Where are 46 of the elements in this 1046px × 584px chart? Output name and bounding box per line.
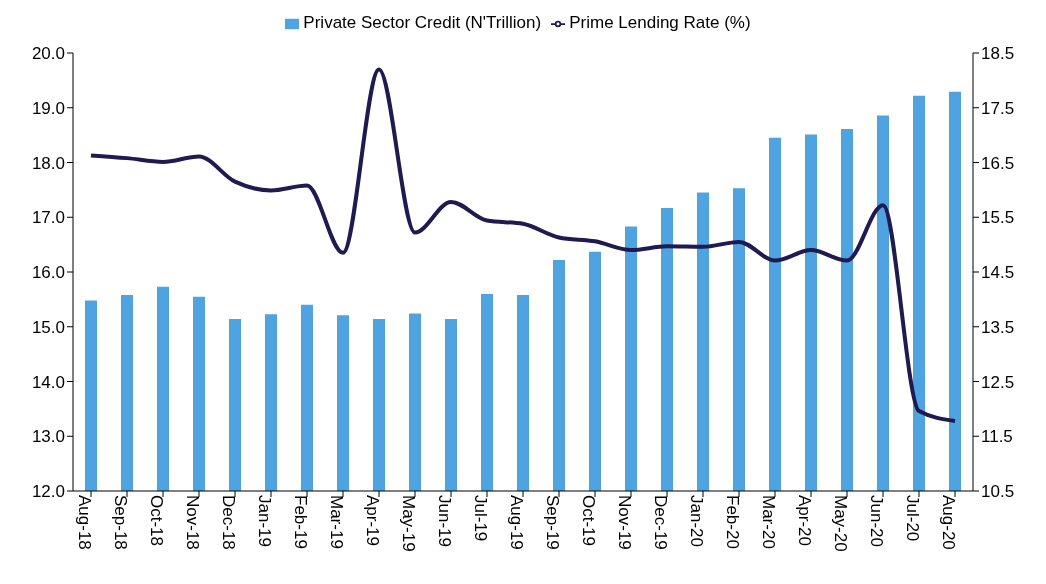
x-tick-label: Aug-19 [506,495,526,550]
y2-tick-label: 17.5 [981,98,1015,118]
x-tick-label: Oct-18 [146,495,166,547]
x-tick-label: Aug-20 [938,495,958,550]
x-tick-label: Mar-19 [326,495,346,549]
x-tick-label: Sep-18 [110,495,130,550]
x-tick-label: May-19 [398,495,418,552]
y-tick-label: 19.0 [31,98,65,118]
x-tick-label: Mar-20 [758,495,778,549]
y2-tick-label: 13.5 [981,317,1015,337]
x-tick-label: Dec-19 [650,495,670,550]
x-tick-label: Sep-19 [542,495,562,550]
x-tick-label: Jun-19 [434,495,454,547]
x-tick-label: Nov-19 [614,495,634,550]
legend-label: Private Sector Credit (N'Trillion) [303,13,542,32]
y-tick-label: 20.0 [31,44,65,64]
y2-tick-label: 12.5 [981,372,1015,392]
y-tick-label: 18.0 [31,153,65,173]
y2-tick-label: 11.5 [981,427,1013,447]
y-tick-label: 15.0 [31,317,65,337]
x-tick-label: Jun-20 [866,495,886,547]
y-tick-label: 12.0 [31,482,65,502]
x-tick-label: Apr-20 [794,495,814,547]
y-tick-label: 16.0 [31,263,65,283]
x-tick-label: Aug-18 [74,495,94,550]
x-tick-label: Jul-20 [902,495,922,542]
x-tick-label: Nov-18 [182,495,202,550]
x-tick-label: Apr-19 [362,495,382,547]
x-tick-label: Oct-19 [578,495,598,547]
y2-tick-label: 14.5 [981,263,1015,283]
legend-label: Prime Lending Rate (%) [569,13,751,32]
x-tick-label: May-20 [830,495,850,552]
x-tick-label: Dec-18 [218,495,238,550]
y2-tick-label: 10.5 [981,482,1015,502]
y-tick-label: 13.0 [31,427,65,447]
x-tick-label: Feb-19 [290,495,310,549]
y2-tick-label: 18.5 [981,44,1015,64]
y-tick-label: 17.0 [31,208,65,228]
line-series [89,67,957,423]
y-tick-label: 14.0 [31,372,65,392]
x-tick-label: Jul-19 [470,495,490,542]
x-tick-label: Jan-19 [254,495,274,547]
y2-tick-label: 15.5 [981,208,1015,228]
x-tick-label: Jan-20 [686,495,706,547]
x-tick-label: Feb-20 [722,495,742,549]
y2-tick-label: 16.5 [981,153,1015,173]
